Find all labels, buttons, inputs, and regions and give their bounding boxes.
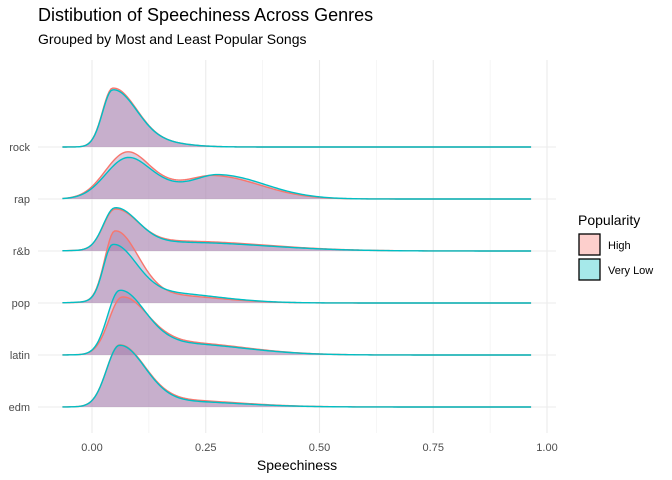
chart-subtitle: Grouped by Most and Least Popular Songs: [38, 31, 307, 47]
y-tick-label: r&b: [13, 246, 30, 258]
x-tick-label: 0.25: [195, 442, 216, 454]
legend-key-high: [578, 233, 601, 256]
x-tick-label: 0.00: [81, 442, 102, 454]
density-area-very-low: [62, 290, 532, 355]
density-line-very-low: [62, 289, 532, 356]
density-area-very-low: [62, 157, 532, 199]
legend-title: Popularity: [578, 212, 640, 228]
density-area-very-low: [62, 244, 532, 303]
x-axis-title: Speechiness: [257, 457, 337, 473]
legend-key-very-low: [578, 258, 601, 281]
ridge-pop: [62, 230, 532, 304]
density-line-very-low: [62, 207, 532, 252]
density-area-very-low: [62, 345, 532, 407]
density-area-high: [62, 344, 532, 407]
density-area-high: [62, 230, 532, 303]
x-tick-label: 0.75: [423, 442, 444, 454]
y-tick-label: latin: [10, 350, 30, 362]
density-area-high: [62, 151, 532, 199]
y-axis: edm latin pop r&b rap rock: [9, 142, 31, 414]
ridge-rnb: [62, 207, 532, 252]
ridge-rap: [62, 151, 532, 200]
density-area-high: [62, 209, 532, 251]
ridge-latin: [62, 289, 532, 356]
y-tick-label: rock: [9, 142, 30, 154]
chart-title: Distibution of Speechiness Across Genres: [38, 5, 374, 25]
x-tick-label: 1.00: [536, 442, 557, 454]
y-tick-label: rap: [14, 194, 30, 206]
density-line-very-low: [62, 89, 532, 148]
legend-label: High: [608, 240, 631, 252]
ridges-layer: [62, 87, 532, 408]
density-area-very-low: [62, 207, 532, 251]
x-axis: 0.00 0.25 0.50 0.75 1.00: [81, 442, 557, 454]
ridge-rock: [62, 87, 532, 148]
density-line-very-low: [62, 243, 532, 304]
legend-label: Very Low: [608, 265, 653, 277]
y-tick-label: edm: [9, 402, 30, 414]
x-tick-label: 0.50: [309, 442, 330, 454]
density-area-very-low: [62, 89, 532, 147]
density-line-very-low: [62, 156, 532, 200]
density-line-very-low: [62, 344, 532, 408]
legend: Popularity High Very Low: [578, 212, 653, 281]
ridge-edm: [62, 344, 532, 408]
grid-layer: [38, 60, 556, 433]
y-tick-label: pop: [12, 298, 30, 310]
